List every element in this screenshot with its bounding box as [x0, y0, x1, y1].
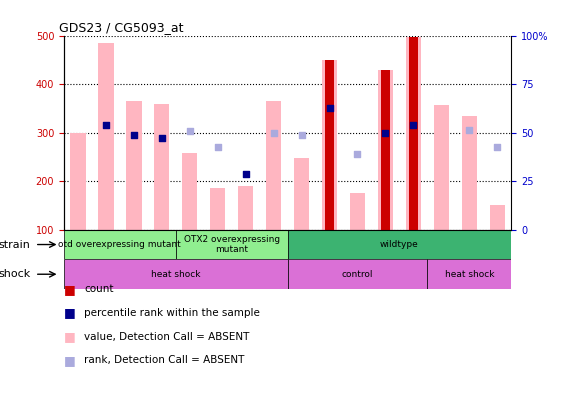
- Bar: [433, 105, 449, 230]
- Bar: [294, 158, 309, 230]
- Point: [493, 144, 502, 150]
- Bar: [98, 43, 113, 230]
- Point: [325, 105, 334, 112]
- Point: [241, 171, 250, 177]
- Text: ■: ■: [64, 307, 76, 319]
- Bar: [64, 259, 288, 289]
- Point: [185, 128, 195, 134]
- Bar: [378, 70, 393, 230]
- Text: ■: ■: [64, 354, 76, 367]
- Bar: [428, 259, 511, 289]
- Bar: [154, 103, 170, 230]
- Bar: [70, 133, 85, 230]
- Bar: [325, 60, 333, 230]
- Point: [269, 129, 278, 136]
- Text: heat shock: heat shock: [444, 270, 494, 279]
- Text: count: count: [84, 284, 114, 294]
- Bar: [64, 230, 175, 259]
- Text: OTX2 overexpressing
mutant: OTX2 overexpressing mutant: [184, 235, 279, 254]
- Text: control: control: [342, 270, 373, 279]
- Text: otd overexpressing mutant: otd overexpressing mutant: [59, 240, 181, 249]
- Point: [101, 122, 110, 129]
- Text: GDS23 / CG5093_at: GDS23 / CG5093_at: [59, 21, 184, 34]
- Bar: [490, 206, 505, 230]
- Bar: [322, 60, 337, 230]
- Text: strain: strain: [0, 240, 30, 249]
- Point: [353, 150, 362, 157]
- Bar: [381, 70, 390, 230]
- Point: [297, 132, 306, 138]
- Text: shock: shock: [0, 269, 30, 279]
- Point: [465, 127, 474, 133]
- Bar: [210, 188, 225, 230]
- Bar: [175, 230, 288, 259]
- Bar: [126, 101, 142, 230]
- Point: [213, 144, 223, 150]
- Bar: [406, 37, 421, 230]
- Bar: [409, 37, 418, 230]
- Text: value, Detection Call = ABSENT: value, Detection Call = ABSENT: [84, 331, 250, 342]
- Text: percentile rank within the sample: percentile rank within the sample: [84, 308, 260, 318]
- Bar: [238, 186, 253, 230]
- Point: [129, 132, 138, 138]
- Text: heat shock: heat shock: [151, 270, 200, 279]
- Text: ■: ■: [64, 330, 76, 343]
- Point: [381, 129, 390, 136]
- Bar: [288, 259, 428, 289]
- Text: wildtype: wildtype: [380, 240, 419, 249]
- Bar: [266, 101, 281, 230]
- Bar: [288, 230, 511, 259]
- Point: [157, 134, 166, 141]
- Point: [409, 122, 418, 129]
- Text: rank, Detection Call = ABSENT: rank, Detection Call = ABSENT: [84, 355, 245, 366]
- Text: ■: ■: [64, 283, 76, 295]
- Bar: [462, 116, 477, 230]
- Bar: [350, 193, 365, 230]
- Bar: [182, 153, 198, 230]
